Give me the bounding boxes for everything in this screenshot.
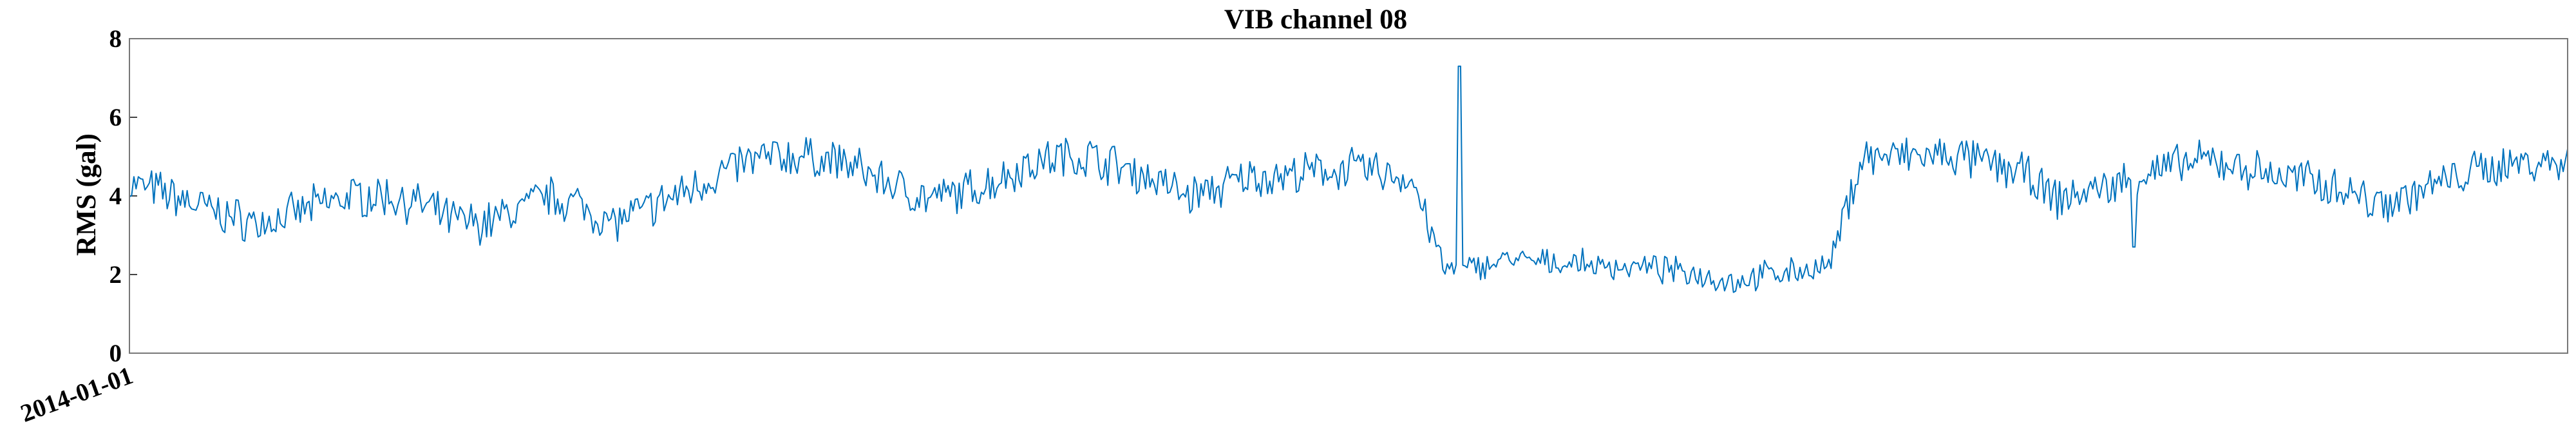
- plot-area-frame: [129, 38, 2568, 354]
- y-tick-label: 2: [109, 261, 122, 289]
- y-tick-label: 0: [109, 340, 122, 367]
- y-tick-label: 6: [109, 104, 122, 131]
- series-group: [129, 65, 2568, 293]
- y-tick-label: 4: [109, 182, 122, 210]
- y-ticks: 0 2 4 6 8: [109, 25, 137, 367]
- y-axis-label: RMS (gal): [71, 133, 102, 256]
- x-tick-label: 2014-01-01: [17, 362, 137, 428]
- chart-title: VIB channel 08: [1224, 5, 1407, 35]
- series-line: [129, 65, 2568, 293]
- y-tick-label: 8: [109, 25, 122, 53]
